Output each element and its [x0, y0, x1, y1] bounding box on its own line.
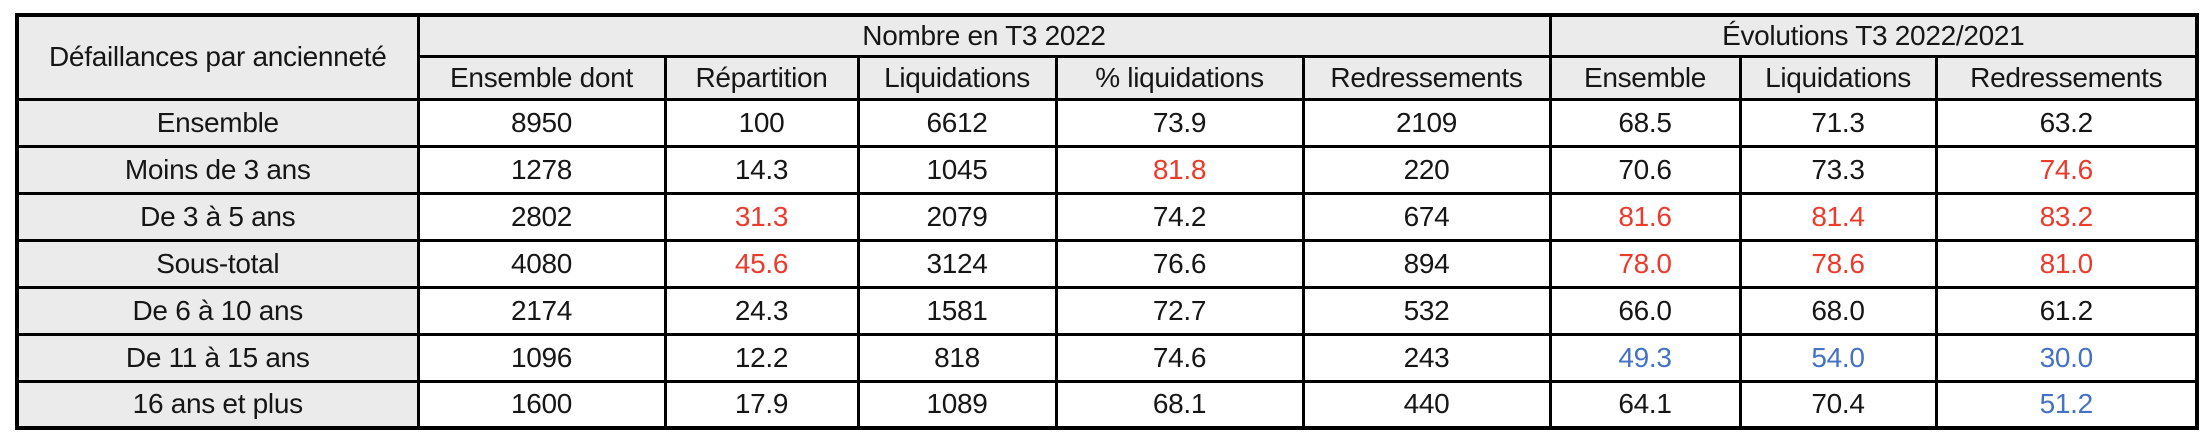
table-row: De 3 à 5 ans 2802 31.3 2079 74.2 674 81.6 81.4 8… — [15, 191, 2199, 242]
data-cell: 73.9 — [1054, 97, 1305, 148]
data-cell: 818 — [856, 332, 1058, 383]
data-cell: 532 — [1301, 285, 1552, 336]
data-cell: 31.3 — [663, 191, 860, 242]
row-label: De 6 à 10 ans — [15, 285, 420, 336]
data-cell: 30.0 — [1934, 332, 2199, 383]
data-cell: 61.2 — [1934, 285, 2199, 336]
subheader-evol-liquidations: Liquidations — [1738, 54, 1938, 101]
data-cell: 68.0 — [1738, 285, 1938, 336]
table-row: Ensemble 8950 100 6612 73.9 2109 68.5 71.3 63.2 — [15, 97, 2199, 148]
subheader-ensemble-dont: Ensemble dont — [416, 54, 667, 101]
data-cell: 2802 — [416, 191, 667, 242]
data-cell: 220 — [1301, 144, 1552, 195]
row-label: 16 ans et plus — [15, 379, 420, 430]
data-cell: 78.6 — [1738, 238, 1938, 289]
group-header-row: Défaillances par ancienneté Nombre en T3… — [15, 13, 2199, 101]
data-cell: 64.1 — [1548, 379, 1742, 430]
data-cell: 74.2 — [1054, 191, 1305, 242]
data-cell: 51.2 — [1934, 379, 2199, 430]
data-cell: 243 — [1301, 332, 1552, 383]
subheader-liquidations: Liquidations — [856, 54, 1058, 101]
data-cell: 74.6 — [1054, 332, 1305, 383]
data-cell: 1600 — [416, 379, 667, 430]
data-cell: 100 — [663, 97, 860, 148]
data-cell: 70.4 — [1738, 379, 1938, 430]
subheader-repartition: Répartition — [663, 54, 860, 101]
data-cell: 49.3 — [1548, 332, 1742, 383]
row-label: Sous-total — [15, 238, 420, 289]
row-label: De 11 à 15 ans — [15, 332, 420, 383]
data-cell: 63.2 — [1934, 97, 2199, 148]
data-cell: 12.2 — [663, 332, 860, 383]
data-cell: 78.0 — [1548, 238, 1742, 289]
data-cell: 6612 — [856, 97, 1058, 148]
table-body: Ensemble 8950 100 6612 73.9 2109 68.5 71.3 63.2 M… — [15, 97, 2199, 430]
data-cell: 66.0 — [1548, 285, 1742, 336]
row-label: De 3 à 5 ans — [15, 191, 420, 242]
data-cell: 674 — [1301, 191, 1552, 242]
data-cell: 14.3 — [663, 144, 860, 195]
data-cell: 4080 — [416, 238, 667, 289]
data-cell: 74.6 — [1934, 144, 2199, 195]
table-row: De 11 à 15 ans 1096 12.2 818 74.6 243 49.3 54.0… — [15, 332, 2199, 383]
data-cell: 81.4 — [1738, 191, 1938, 242]
corner-header-cell: Défaillances par ancienneté — [15, 13, 420, 101]
data-cell: 81.0 — [1934, 238, 2199, 289]
row-label: Ensemble — [15, 97, 420, 148]
data-cell: 73.3 — [1738, 144, 1938, 195]
table-row: Sous-total 4080 45.6 3124 76.6 894 78.0 78.6 81.… — [15, 238, 2199, 289]
data-cell: 24.3 — [663, 285, 860, 336]
data-cell: 68.1 — [1054, 379, 1305, 430]
data-cell: 83.2 — [1934, 191, 2199, 242]
data-cell: 2174 — [416, 285, 667, 336]
data-cell: 894 — [1301, 238, 1552, 289]
data-cell: 1278 — [416, 144, 667, 195]
defaillances-table: Défaillances par ancienneté Nombre en T3… — [15, 13, 2199, 430]
group-header-evolutions: Évolutions T3 2022/2021 — [1548, 13, 2199, 58]
data-cell: 8950 — [416, 97, 667, 148]
data-cell: 70.6 — [1548, 144, 1742, 195]
table-header: Défaillances par ancienneté Nombre en T3… — [15, 13, 2199, 101]
table-container: Défaillances par ancienneté Nombre en T3… — [15, 13, 2199, 430]
table-row: 16 ans et plus 1600 17.9 1089 68.1 440 64.1 70.… — [15, 379, 2199, 430]
data-cell: 45.6 — [663, 238, 860, 289]
data-cell: 2079 — [856, 191, 1058, 242]
data-cell: 1089 — [856, 379, 1058, 430]
data-cell: 440 — [1301, 379, 1552, 430]
data-cell: 68.5 — [1548, 97, 1742, 148]
subheader-redressements: Redressements — [1301, 54, 1552, 101]
group-header-nombre: Nombre en T3 2022 — [416, 13, 1552, 58]
table-row: De 6 à 10 ans 2174 24.3 1581 72.7 532 66.0 68.0… — [15, 285, 2199, 336]
data-cell: 1096 — [416, 332, 667, 383]
row-label: Moins de 3 ans — [15, 144, 420, 195]
data-cell: 81.6 — [1548, 191, 1742, 242]
data-cell: 1045 — [856, 144, 1058, 195]
subheader-pct-liquidations: % liquidations — [1054, 54, 1305, 101]
data-cell: 54.0 — [1738, 332, 1938, 383]
subheader-evol-ensemble: Ensemble — [1548, 54, 1742, 101]
data-cell: 1581 — [856, 285, 1058, 336]
data-cell: 76.6 — [1054, 238, 1305, 289]
data-cell: 2109 — [1301, 97, 1552, 148]
sub-header-row: Ensemble dont Répartition Liquidations %… — [17, 54, 2199, 101]
table-row: Moins de 3 ans 1278 14.3 1045 81.8 220 70.6 73.… — [15, 144, 2199, 195]
data-cell: 72.7 — [1054, 285, 1305, 336]
data-cell: 3124 — [856, 238, 1058, 289]
data-cell: 71.3 — [1738, 97, 1938, 148]
data-cell: 81.8 — [1054, 144, 1305, 195]
subheader-evol-redressements: Redressements — [1934, 54, 2199, 101]
data-cell: 17.9 — [663, 379, 860, 430]
